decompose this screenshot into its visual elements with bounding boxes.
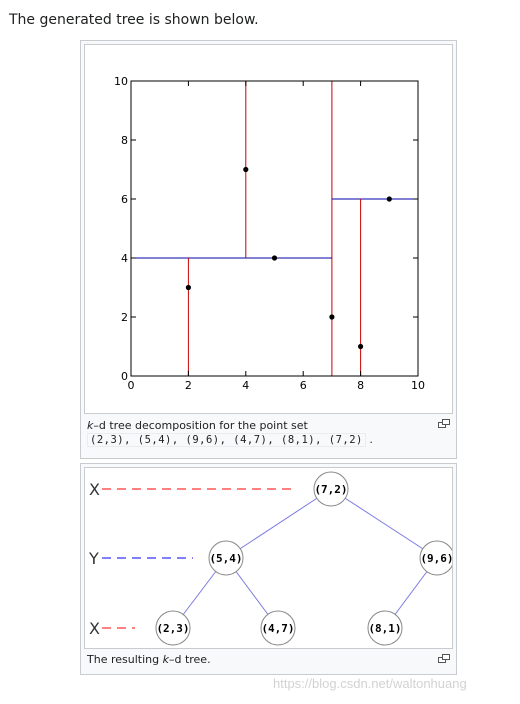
tree-node-circle — [367, 610, 403, 646]
figure-image-frame[interactable]: 0 2 4 6 8 10 0 2 4 6 8 10 — [84, 44, 453, 414]
kd-decomposition-figure: 0 2 4 6 8 10 0 2 4 6 8 10 k–d tree decomposition fo… — [80, 40, 457, 459]
tree-node-circle — [419, 540, 452, 576]
tree-node-label: (8,1) — [368, 622, 401, 635]
tree-node-circle — [208, 540, 244, 576]
x-tick-label: 10 — [411, 379, 425, 392]
level-label: X — [89, 619, 100, 638]
tree-caption: The resulting k–d tree. — [87, 653, 211, 667]
y-tick-label: 2 — [121, 311, 128, 324]
x-tick-label: 8 — [357, 379, 364, 392]
data-point — [329, 314, 335, 320]
tree-edge — [225, 488, 332, 559]
tree-node-circle — [260, 610, 296, 646]
x-tick-label: 4 — [242, 379, 249, 392]
tree-node: (5,4) — [208, 540, 244, 576]
y-tick-label: 0 — [121, 370, 128, 383]
kd-tree-figure: X Y X (7,2) (5,4) (9,6) (2,3) (4,7) (8,1) The re… — [80, 463, 457, 675]
decomposition-plot: 0 2 4 6 8 10 0 2 4 6 8 10 — [114, 75, 425, 392]
y-tick-label: 4 — [121, 252, 128, 265]
tree-node: (7,2) — [313, 471, 349, 507]
level-label: Y — [88, 549, 99, 568]
tree-node: (2,3) — [155, 610, 191, 646]
tree-node: (8,1) — [367, 610, 403, 646]
y-tick-label: 8 — [121, 134, 128, 147]
plot-frame — [130, 80, 419, 377]
watermark-text: https://blog.csdn.net/waltonhuang — [273, 676, 467, 691]
data-point — [386, 196, 392, 202]
caption-period: . — [369, 433, 373, 446]
caption-k: k — [87, 419, 94, 432]
tree-node-label: (4,7) — [261, 622, 294, 635]
tree-caption-pre: The resulting — [87, 653, 163, 666]
magnify-icon[interactable] — [438, 419, 450, 428]
tree-edge — [330, 488, 438, 559]
y-tick-label: 10 — [114, 75, 128, 88]
caption-points: (2,3), (5,4), (9,6), (4,7), (8,1), (7,2) — [87, 433, 366, 447]
tree-node: (9,6) — [419, 540, 452, 576]
tree-node: (4,7) — [260, 610, 296, 646]
data-point — [185, 284, 191, 291]
data-point — [358, 343, 364, 350]
data-point — [271, 255, 278, 261]
tree-node-label: (7,2) — [314, 483, 347, 496]
tree-caption-k: k — [162, 653, 169, 666]
level-label: X — [89, 480, 100, 499]
tree-caption-post: –d tree. — [168, 653, 211, 666]
magnify-icon[interactable] — [438, 654, 450, 663]
tree-node-label: (5,4) — [209, 552, 242, 565]
caption-text: –d tree decomposition for the point set — [93, 419, 308, 432]
figure-caption: k–d tree decomposition for the point set… — [87, 419, 373, 447]
x-tick-label: 6 — [300, 379, 307, 392]
tree-node-label: (9,6) — [420, 552, 452, 565]
x-tick-label: 0 — [128, 379, 135, 392]
data-point — [243, 166, 249, 173]
tree-image-frame[interactable]: X Y X (7,2) (5,4) (9,6) (2,3) (4,7) (8,1) — [84, 467, 453, 649]
tree-node-label: (2,3) — [156, 622, 189, 635]
y-tick-label: 6 — [121, 193, 128, 206]
tree-node-circle — [313, 471, 349, 507]
tree-node-circle — [155, 610, 191, 646]
intro-text: The generated tree is shown below. — [9, 12, 259, 28]
tree-diagram: X Y X (7,2) (5,4) (9,6) (2,3) (4,7) (8,1) — [88, 471, 452, 646]
x-tick-label: 2 — [185, 379, 192, 392]
